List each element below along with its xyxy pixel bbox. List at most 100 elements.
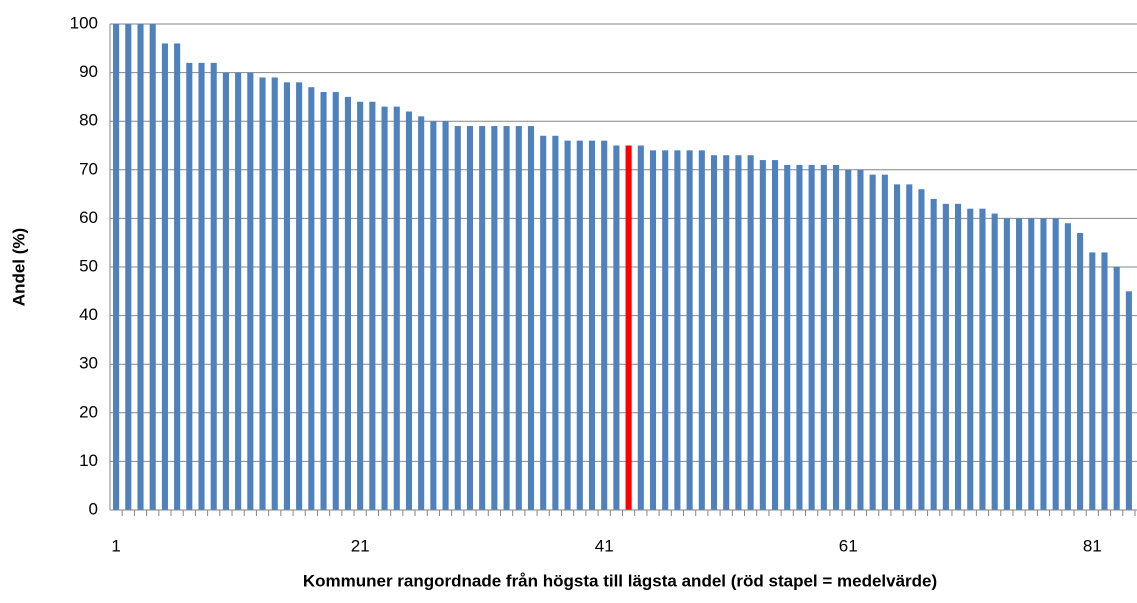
bar [283,82,290,510]
y-tick-label: 60 [79,208,98,227]
bar [405,111,413,510]
y-tick-label: 10 [79,451,98,470]
bar [857,169,864,511]
bar [1064,223,1071,510]
bar [393,106,400,511]
bar [418,116,425,510]
y-axis-title: Andel (%) [9,228,28,306]
y-tick-label: 100 [70,13,98,32]
bar [235,72,242,510]
x-tick-label: 81 [1083,536,1102,555]
bar [149,24,156,510]
bar [430,121,437,510]
bar [649,150,657,511]
x-tick-label: 41 [595,536,614,555]
bar [942,203,949,510]
bar [698,150,705,511]
bar [601,140,608,510]
bar [442,121,449,510]
bar [1089,252,1096,511]
bar [491,126,498,510]
bar [1125,291,1132,510]
bar [637,145,644,510]
bar [845,169,852,511]
bar [259,77,266,511]
bar [662,150,669,511]
y-tick-label: 90 [79,62,98,81]
bar [320,92,327,510]
bar [771,160,779,510]
y-tick-label: 20 [79,402,98,421]
y-tick-label: 30 [79,354,98,373]
bar [466,126,474,510]
bar [222,72,229,510]
bar [1101,252,1108,511]
bar [357,101,364,510]
bar [784,164,791,510]
bar [967,208,974,510]
bar [540,135,547,510]
bar [296,82,303,510]
bar [747,155,754,510]
bar [527,126,535,510]
bar [564,140,571,510]
bar [247,72,254,510]
bar [271,77,278,511]
bar [503,126,510,510]
y-tick-label: 50 [79,256,98,275]
bar [552,135,559,510]
bar [454,126,461,510]
y-tick-label: 80 [79,111,98,130]
bar [832,164,840,510]
y-tick-label: 70 [79,159,98,178]
bar [723,155,730,510]
bar [1016,218,1023,510]
bar [113,24,120,510]
bar [881,174,888,510]
y-tick-label: 0 [89,499,98,518]
bar [625,145,632,510]
bar [735,155,742,510]
bar [381,106,388,511]
bar [869,174,876,510]
x-tick-label: 21 [351,536,370,555]
bar [308,87,315,511]
bar [479,126,486,510]
bar [613,145,620,510]
bar [1077,232,1084,511]
bar [137,24,144,510]
bar [576,140,583,510]
x-axis-title: Kommuner rangordnade från högsta till lä… [303,571,937,590]
bar [198,62,205,510]
bar [710,155,718,510]
bar [918,189,925,511]
bar [125,24,132,510]
bar [186,62,193,510]
bar [894,184,901,510]
bar [1040,218,1047,510]
bar [161,43,168,510]
bar [1113,267,1120,510]
bar [344,96,351,511]
x-tick-label: 1 [111,536,120,555]
bar [820,164,827,510]
bar [930,198,937,510]
bar [369,101,376,510]
x-tick-label: 61 [839,536,858,555]
bar [906,184,913,510]
bar [686,150,693,511]
bar [759,160,766,510]
bar [210,62,217,510]
bar [674,150,681,511]
bar [1028,218,1035,510]
bar [174,43,181,510]
bar [1052,218,1059,510]
bar [808,164,815,510]
bar [515,126,522,510]
bar [796,164,803,510]
y-tick-label: 40 [79,305,98,324]
bar [955,203,962,510]
bar [991,213,998,511]
bar [332,92,339,510]
